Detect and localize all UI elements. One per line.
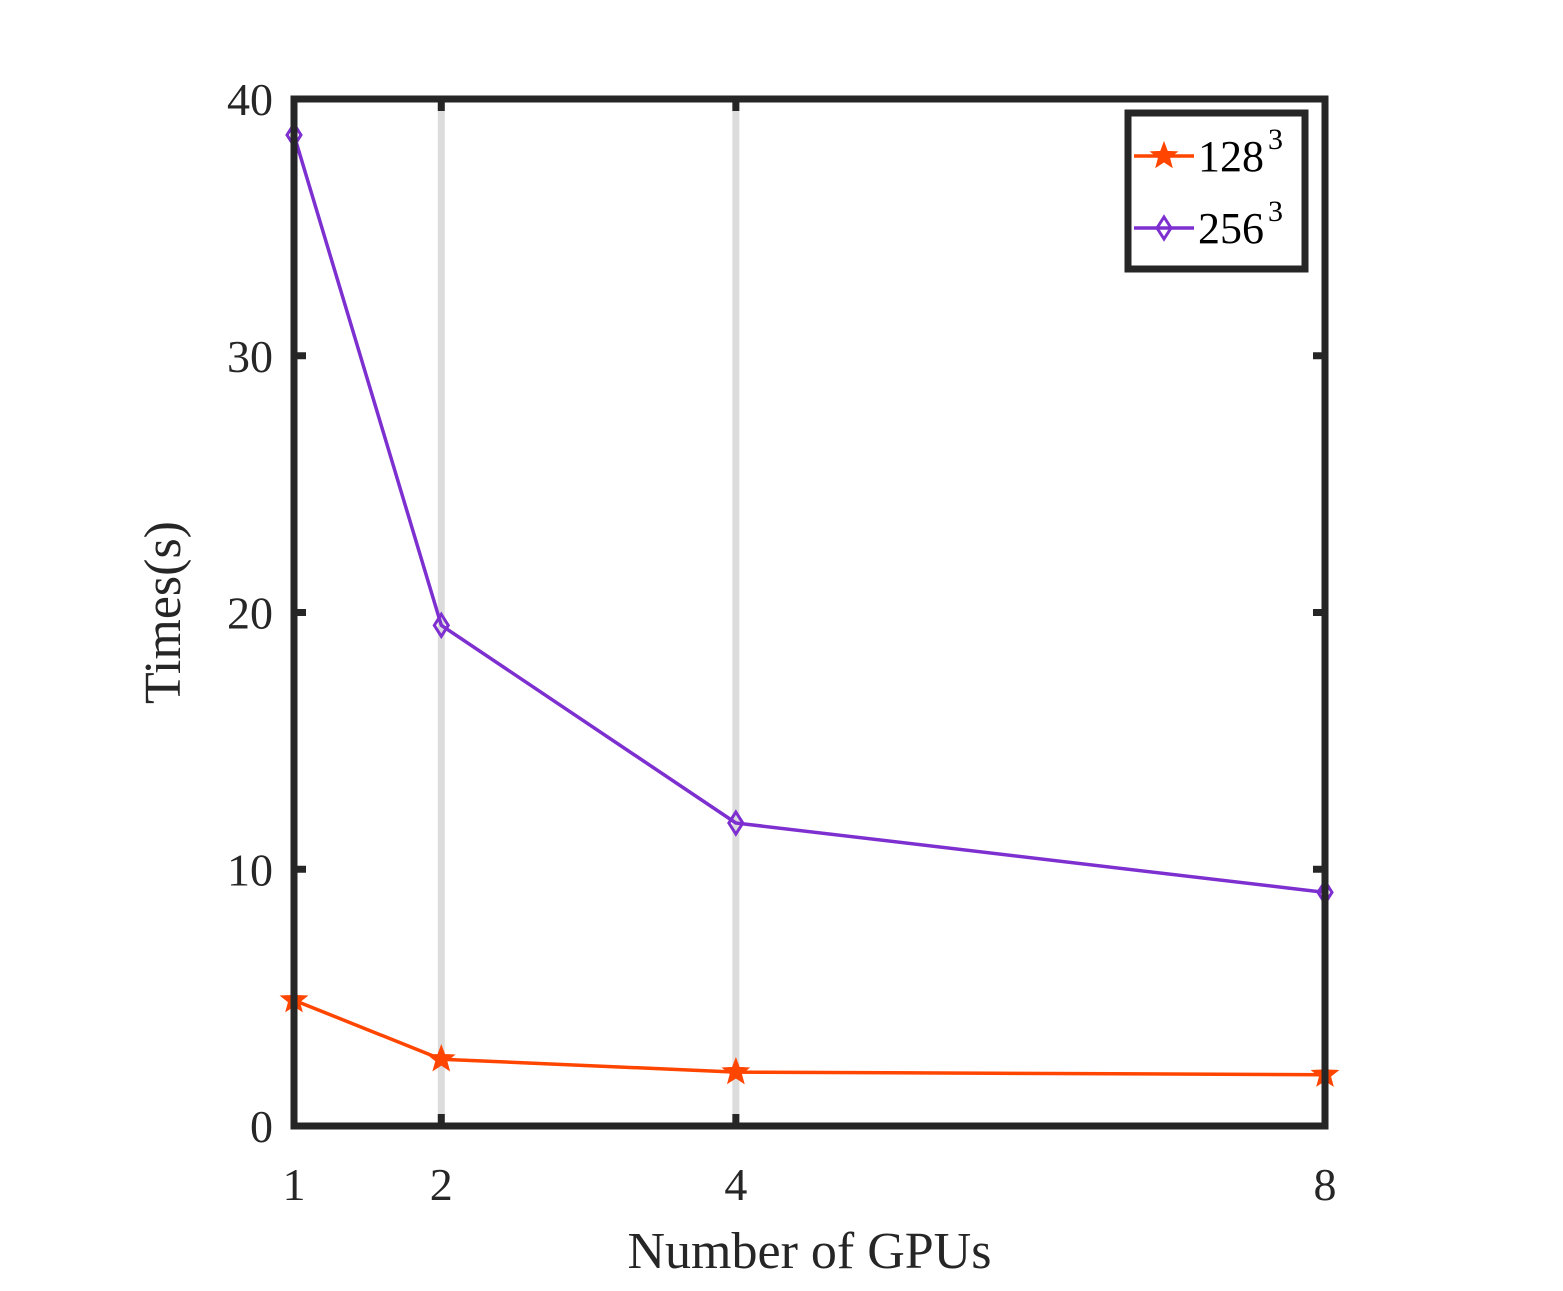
x-tick-label: 4 (724, 1159, 747, 1210)
y-tick-label: 10 (227, 844, 273, 895)
x-tick-label: 8 (1314, 1159, 1337, 1210)
x-tick-label: 2 (430, 1159, 453, 1210)
legend-marker-256 (1155, 214, 1173, 242)
x-tick-labels: 1 2 4 8 (283, 1159, 1337, 1210)
data-point-128-4 (721, 1056, 751, 1085)
legend-marker-128 (1149, 140, 1179, 169)
legend-label-256: 256 (1198, 204, 1264, 253)
y-tick-label: 30 (227, 331, 273, 382)
y-tick-label: 40 (227, 74, 273, 125)
data-point-256-2 (432, 611, 451, 640)
data-point-256-4 (727, 809, 745, 837)
series-line-256 (292, 134, 1326, 895)
series-line-128 (293, 998, 1326, 1077)
x-axis-label: Number of GPUs (628, 1223, 992, 1280)
series-lines (279, 121, 1340, 1087)
legend-label-superscript: 3 (1268, 195, 1283, 228)
plot-frame (290, 95, 1329, 1130)
y-tick-label: 0 (250, 1101, 273, 1152)
legend-item-256: 256 3 (1134, 195, 1283, 253)
y-tick-labels: 0 10 20 30 40 (227, 74, 273, 1152)
series-256 (285, 121, 1334, 907)
legend-label-128: 128 (1198, 132, 1264, 181)
grid-lines (437, 99, 740, 1126)
legend-label-superscript: 3 (1268, 123, 1283, 156)
data-point-128-2 (426, 1044, 456, 1072)
y-tick-label: 20 (227, 588, 273, 639)
x-tick-label: 1 (283, 1159, 306, 1210)
y-axis-label: Times(s) (135, 521, 192, 704)
legend-item-128: 128 3 (1134, 123, 1283, 181)
legend-box (1124, 109, 1309, 273)
